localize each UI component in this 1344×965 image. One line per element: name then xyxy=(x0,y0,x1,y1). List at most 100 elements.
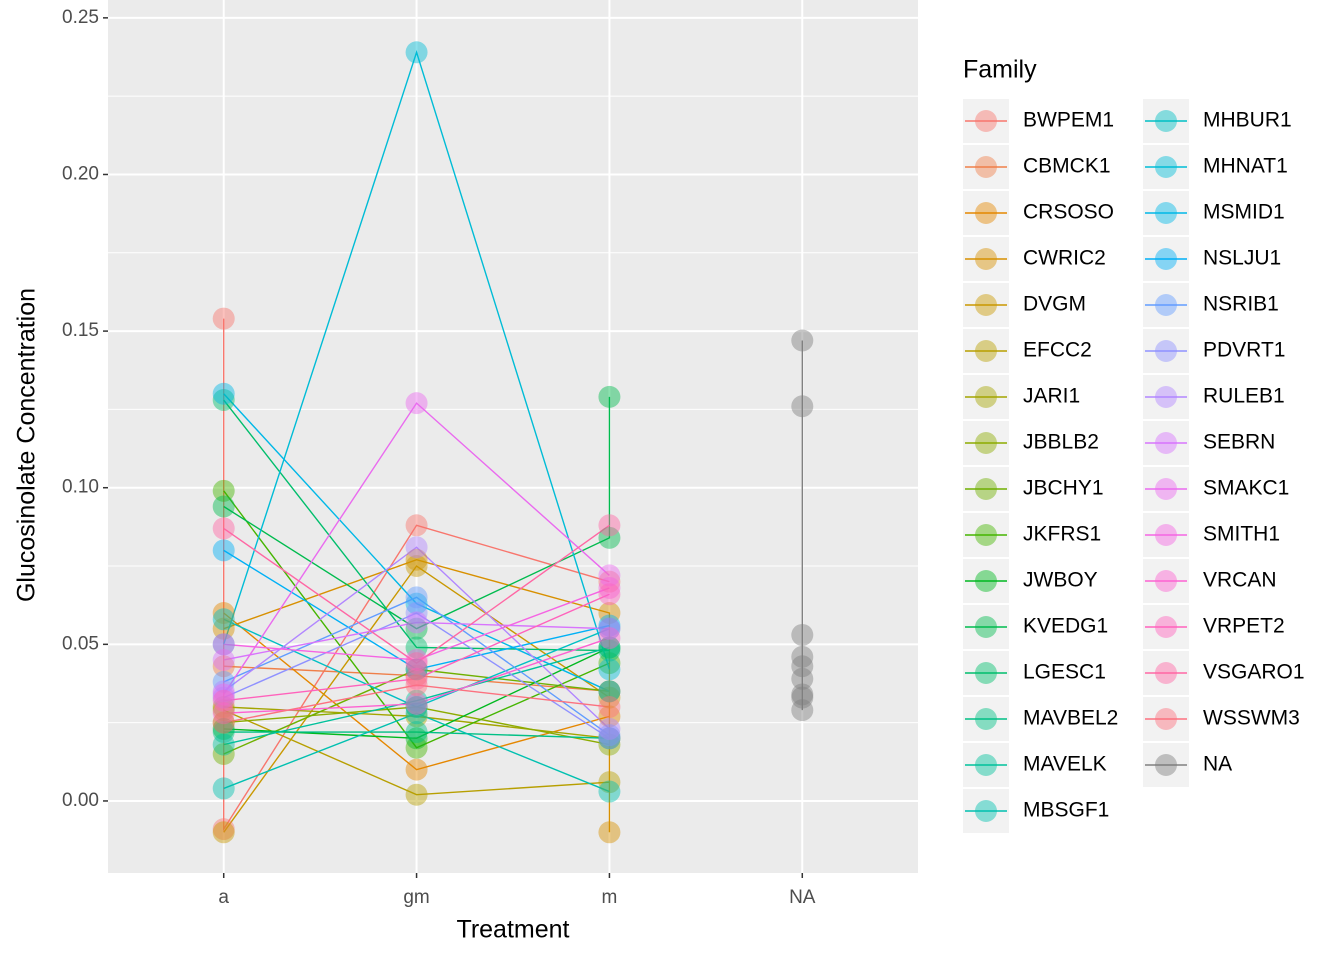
legend-key-point xyxy=(1155,386,1177,408)
data-point xyxy=(212,818,235,841)
legend-label: PDVRT1 xyxy=(1203,339,1285,362)
data-point xyxy=(405,695,428,718)
data-point xyxy=(598,617,621,640)
data-point xyxy=(212,689,235,712)
data-point xyxy=(598,771,621,794)
data-point xyxy=(598,680,621,703)
data-point xyxy=(212,517,235,540)
data-point xyxy=(212,670,235,693)
data-point xyxy=(405,658,428,681)
data-point xyxy=(212,495,235,518)
data-point xyxy=(598,385,621,408)
x-tick-label: m xyxy=(602,887,618,908)
data-point xyxy=(405,736,428,759)
data-point xyxy=(212,733,235,756)
data-point xyxy=(405,617,428,640)
legend-label: MHBUR1 xyxy=(1203,109,1292,132)
data-point xyxy=(212,699,235,722)
data-point xyxy=(405,702,428,725)
series-line xyxy=(223,524,610,664)
legend-label: NA xyxy=(1203,753,1232,776)
legend-label: VRCAN xyxy=(1203,569,1277,592)
series-line xyxy=(223,709,610,796)
data-point xyxy=(598,733,621,756)
legend-label: MAVBEL2 xyxy=(1023,707,1118,730)
y-tick-label: 0.20 xyxy=(62,163,99,184)
data-point xyxy=(212,648,235,671)
data-point xyxy=(212,602,235,625)
legend-label: LGESC1 xyxy=(1023,661,1106,684)
data-point xyxy=(212,633,235,656)
legend-key-point xyxy=(975,248,997,270)
series-line xyxy=(223,593,610,702)
data-point xyxy=(405,652,428,675)
data-point xyxy=(598,686,621,709)
data-point xyxy=(405,392,428,415)
data-point xyxy=(791,667,814,690)
legend-key-point xyxy=(1155,616,1177,638)
legend-label: VSGARO1 xyxy=(1203,661,1305,684)
data-point xyxy=(212,633,235,656)
legend-key-point xyxy=(975,570,997,592)
legend-key-point xyxy=(975,800,997,822)
legend-key-point xyxy=(1155,478,1177,500)
data-point xyxy=(212,695,235,718)
legend-key-point xyxy=(975,386,997,408)
data-point xyxy=(598,636,621,659)
data-point xyxy=(405,548,428,571)
legend-key-point xyxy=(975,616,997,638)
legend-label: CRSOSO xyxy=(1023,201,1114,224)
legend-label: MAVELK xyxy=(1023,753,1107,776)
legend-label: SMAKC1 xyxy=(1203,477,1289,500)
data-point xyxy=(405,721,428,744)
data-point xyxy=(405,602,428,625)
data-point xyxy=(212,721,235,744)
y-tick-label: 0.15 xyxy=(62,320,99,341)
legend-label: SMITH1 xyxy=(1203,523,1280,546)
y-tick-label: 0.05 xyxy=(62,633,99,654)
legend-key-point xyxy=(1155,156,1177,178)
series-line xyxy=(223,318,610,832)
series-line xyxy=(223,396,611,630)
legend-label: NSRIB1 xyxy=(1203,293,1279,316)
data-point xyxy=(598,680,621,703)
series-line xyxy=(223,490,610,749)
data-point xyxy=(405,667,428,690)
series-line xyxy=(223,393,610,692)
data-point xyxy=(405,648,428,671)
data-point xyxy=(212,742,235,765)
legend-label: MSMID1 xyxy=(1203,201,1285,224)
legend-key-point xyxy=(975,754,997,776)
legend-label: WSSWM3 xyxy=(1203,707,1300,730)
data-point xyxy=(405,41,428,64)
legend-key-point xyxy=(975,524,997,546)
legend-label: JKFRS1 xyxy=(1023,523,1101,546)
data-point xyxy=(598,717,621,740)
data-point xyxy=(212,711,235,734)
legend-key-point xyxy=(1155,754,1177,776)
series-line xyxy=(223,559,611,833)
data-point xyxy=(212,617,235,640)
data-point xyxy=(212,479,235,502)
data-point xyxy=(405,695,428,718)
data-point xyxy=(598,583,621,606)
legend-title: Family xyxy=(963,56,1037,84)
series-line xyxy=(223,50,611,670)
data-point xyxy=(405,783,428,806)
legend-key-point xyxy=(975,708,997,730)
data-point xyxy=(598,526,621,549)
legend-key-point xyxy=(975,432,997,454)
data-point xyxy=(598,724,621,747)
data-point xyxy=(598,614,621,637)
data-point xyxy=(598,680,621,703)
legend-key-point xyxy=(975,110,997,132)
data-point xyxy=(212,686,235,709)
data-point xyxy=(212,389,235,412)
legend-key-point xyxy=(975,662,997,684)
data-point xyxy=(405,674,428,697)
data-point xyxy=(405,611,428,634)
legend-key-point xyxy=(1155,248,1177,270)
data-point xyxy=(405,592,428,615)
series-line xyxy=(223,546,610,730)
